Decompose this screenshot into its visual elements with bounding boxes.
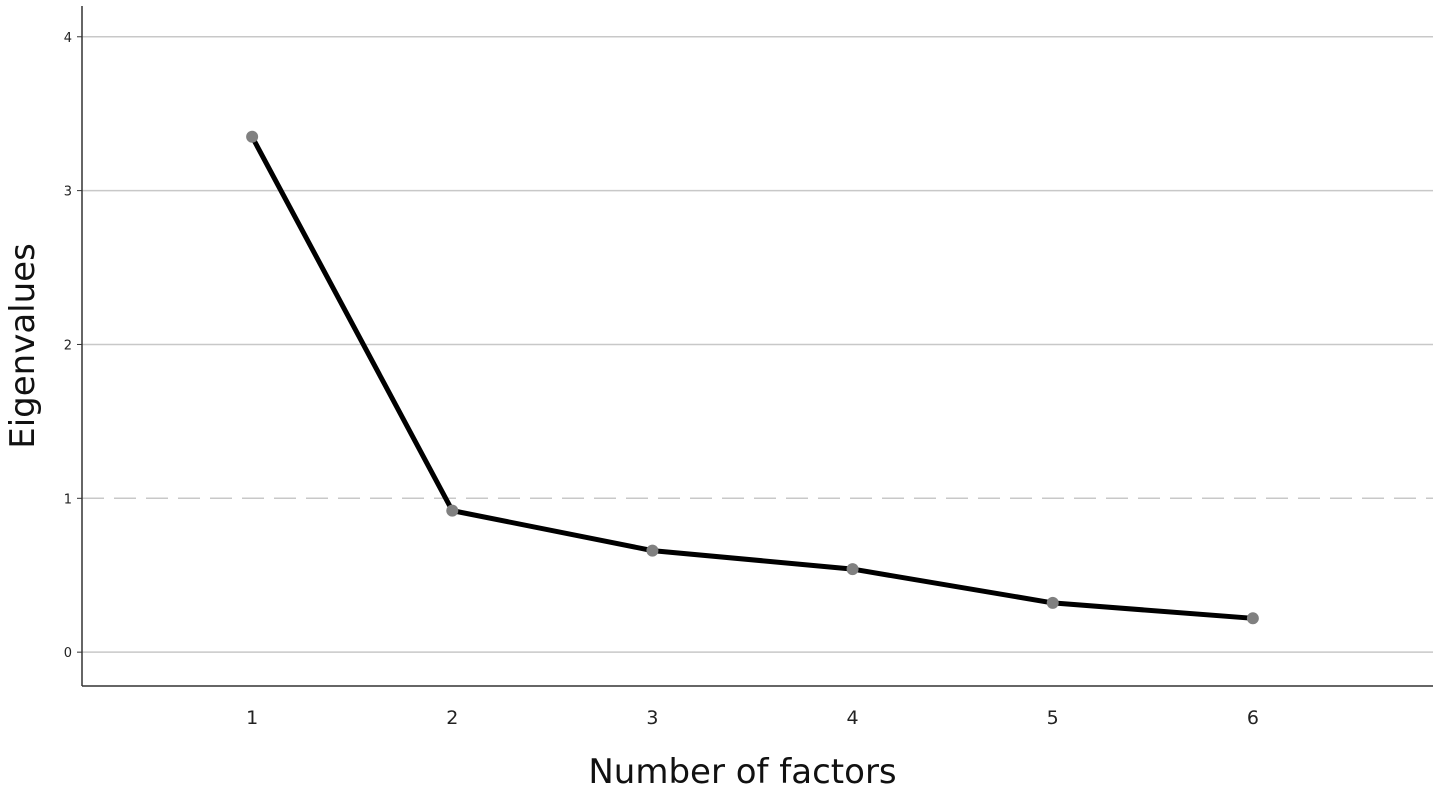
y-tick-label: 2: [64, 338, 72, 353]
x-tick-label: 5: [1047, 707, 1059, 729]
series-layer: [246, 130, 1259, 625]
gridlines: [82, 36, 1433, 653]
x-tick-label: 2: [446, 707, 458, 729]
series-line: [249, 134, 1256, 621]
data-point: [246, 130, 259, 143]
y-tick-label: 0: [64, 646, 72, 661]
data-point: [846, 563, 859, 576]
x-tick-labels: 1 2 3 4 5 6: [246, 707, 1259, 729]
x-tick-label: 6: [1247, 707, 1259, 729]
y-tick-label: 1: [64, 492, 72, 507]
data-point: [446, 504, 459, 517]
data-point: [1246, 612, 1259, 625]
y-tick-labels: 0 1 2 3 4: [64, 31, 82, 661]
data-point: [646, 544, 659, 557]
y-tick-label: 4: [64, 31, 72, 46]
x-tick-label: 4: [847, 707, 859, 729]
y-tick-label: 3: [64, 185, 72, 200]
x-tick-label: 3: [646, 707, 658, 729]
x-tick-label: 1: [246, 707, 258, 729]
x-axis-title: Number of factors: [588, 752, 896, 789]
data-point: [1046, 596, 1059, 609]
y-axis-title: Eigenvalues: [3, 243, 43, 449]
